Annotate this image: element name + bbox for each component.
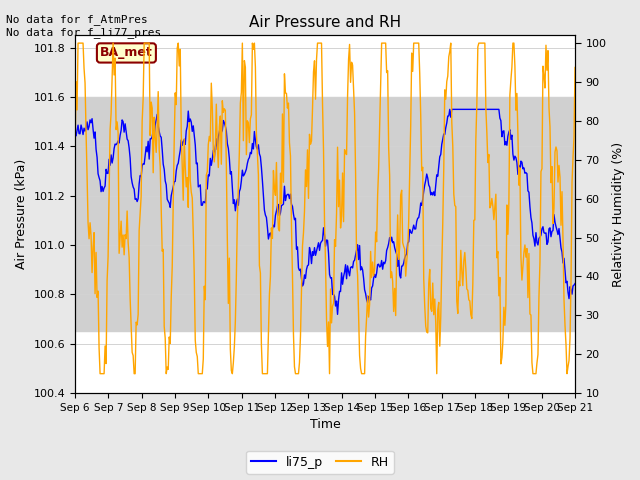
Text: BA_met: BA_met xyxy=(100,47,153,60)
Text: No data for f_AtmPres
No data for f_li77_pres: No data for f_AtmPres No data for f_li77… xyxy=(6,14,162,38)
Legend: li75_p, RH: li75_p, RH xyxy=(246,451,394,474)
Title: Air Pressure and RH: Air Pressure and RH xyxy=(249,15,401,30)
X-axis label: Time: Time xyxy=(310,419,340,432)
Y-axis label: Relativity Humidity (%): Relativity Humidity (%) xyxy=(612,142,625,287)
Bar xyxy=(75,97,575,331)
Y-axis label: Air Pressure (kPa): Air Pressure (kPa) xyxy=(15,159,28,269)
